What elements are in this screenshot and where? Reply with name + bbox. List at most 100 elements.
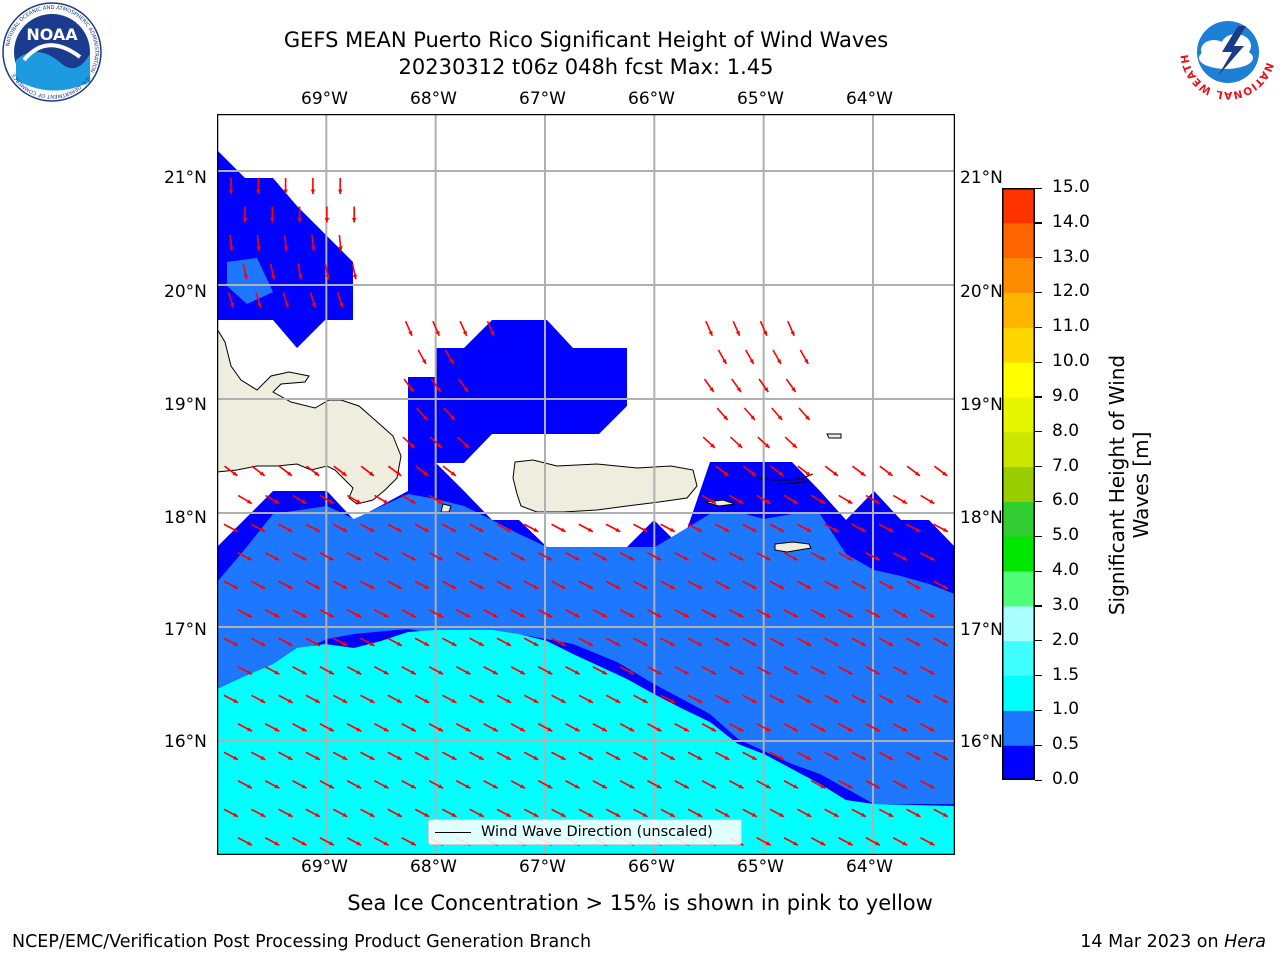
colorbar-tick-mark (1035, 675, 1042, 677)
wave-arrow (283, 178, 288, 194)
footer-date: 14 Mar 2023 on Hera (1080, 932, 1266, 952)
wave-arrow (401, 837, 417, 846)
wave-arrow (714, 637, 730, 647)
wave-arrow (799, 349, 809, 365)
wave-arrow (702, 436, 716, 449)
wave-arrow (865, 837, 881, 846)
wave-arrow (660, 637, 676, 647)
wave-arrow (838, 609, 854, 618)
colorbar-tick-mark (1035, 640, 1042, 642)
wave-arrow (865, 723, 881, 732)
wave-arrow (360, 694, 375, 704)
wave-arrow (892, 666, 908, 675)
wave-arrow (223, 694, 239, 704)
wave-arrow (906, 751, 921, 761)
wave-arrow (455, 609, 471, 618)
wave-arrow (933, 694, 949, 704)
wave-arrow (496, 694, 512, 704)
colorbar-tick-mark (1035, 222, 1042, 224)
wave-arrow (387, 637, 403, 647)
wave-arrow (920, 723, 935, 732)
wave-arrow (878, 523, 894, 533)
wave-arrow (732, 320, 741, 337)
wave-arrow (729, 436, 743, 449)
wave-arrow (714, 751, 730, 761)
wave-arrow (278, 637, 294, 647)
wave-arrow (332, 808, 348, 818)
wave-arrow (237, 666, 253, 675)
wave-arrow (401, 723, 417, 732)
wave-arrow (769, 751, 785, 761)
wave-arrow (455, 552, 471, 561)
wave-band-0.5-1.0 (218, 258, 954, 804)
colorbar-swatch (1002, 431, 1035, 468)
colorbar-tick-label: 9.0 (1052, 385, 1080, 406)
wave-arrow (510, 552, 526, 561)
wave-arrow (523, 580, 539, 590)
wave-arrow (510, 723, 526, 732)
wave-arrow (756, 494, 771, 505)
wave-arrow (374, 837, 389, 846)
wave-arrow (414, 694, 430, 704)
wave-arrow (785, 378, 797, 393)
wave-arrow (838, 723, 854, 732)
colorbar-tick-label: 11.0 (1052, 316, 1090, 337)
wave-arrow (414, 523, 430, 533)
colorbar-swatch (1002, 571, 1035, 607)
lon-tick-bottom-67: 67°W (519, 857, 566, 877)
wave-arrow (660, 694, 676, 704)
colorbar-tick-mark (1035, 570, 1042, 572)
wave-arrow (402, 436, 416, 449)
wave-arrow (756, 609, 772, 618)
wave-arrow (338, 178, 343, 194)
wave-arrow (432, 320, 441, 337)
wave-arrow (292, 609, 308, 618)
wave-arrow (237, 780, 253, 789)
wave-arrow (742, 580, 758, 590)
lon-tick-top-67: 67°W (519, 89, 566, 109)
wave-arrow (305, 694, 321, 704)
wave-arrow (401, 780, 417, 789)
wave-arrow (360, 465, 375, 477)
wave-arrow (933, 465, 948, 477)
wave-arrow (469, 637, 485, 647)
colorbar-swatch (1002, 640, 1035, 677)
wave-arrow (728, 609, 744, 618)
wave-arrow (892, 837, 908, 846)
wave-arrow (742, 465, 757, 477)
wave-arrow (810, 552, 826, 561)
wave-arrow (441, 523, 457, 533)
wave-arrow (769, 694, 785, 704)
wave-arrow (374, 552, 389, 561)
wave-arrow (458, 378, 469, 393)
wave-arrow (551, 808, 567, 818)
wave-arrow (346, 837, 362, 846)
wave-arrow (892, 723, 908, 732)
wave-arrow (717, 349, 728, 365)
wave-arrow (237, 552, 253, 561)
wave-arrow (728, 780, 744, 789)
land-anegada (826, 433, 842, 439)
wave-arrow (892, 494, 908, 505)
wave-arrow (824, 694, 840, 704)
lat-tick-right-17: 17°N (960, 620, 1003, 640)
lat-tick-right-20: 20°N (960, 282, 1003, 302)
wave-arrow (264, 552, 280, 561)
wave-arrow (297, 206, 302, 223)
land-hispaniola (218, 329, 402, 505)
wave-arrow (797, 465, 812, 477)
wave-arrow (742, 808, 758, 818)
wave-arrow (865, 780, 881, 789)
wave-arrow (223, 808, 239, 818)
colorbar-swatch (1002, 257, 1035, 293)
wave-arrow (783, 494, 799, 505)
wave-arrow (374, 494, 389, 505)
colorbar-swatch (1002, 188, 1035, 224)
wave-arrow (360, 808, 375, 818)
wave-arrow (264, 837, 280, 846)
wave-arrow (633, 694, 648, 704)
wave-arrow (703, 378, 715, 393)
wave-arrow (660, 751, 676, 761)
colorbar-swatch (1002, 536, 1035, 572)
wave-arrow (404, 320, 413, 337)
